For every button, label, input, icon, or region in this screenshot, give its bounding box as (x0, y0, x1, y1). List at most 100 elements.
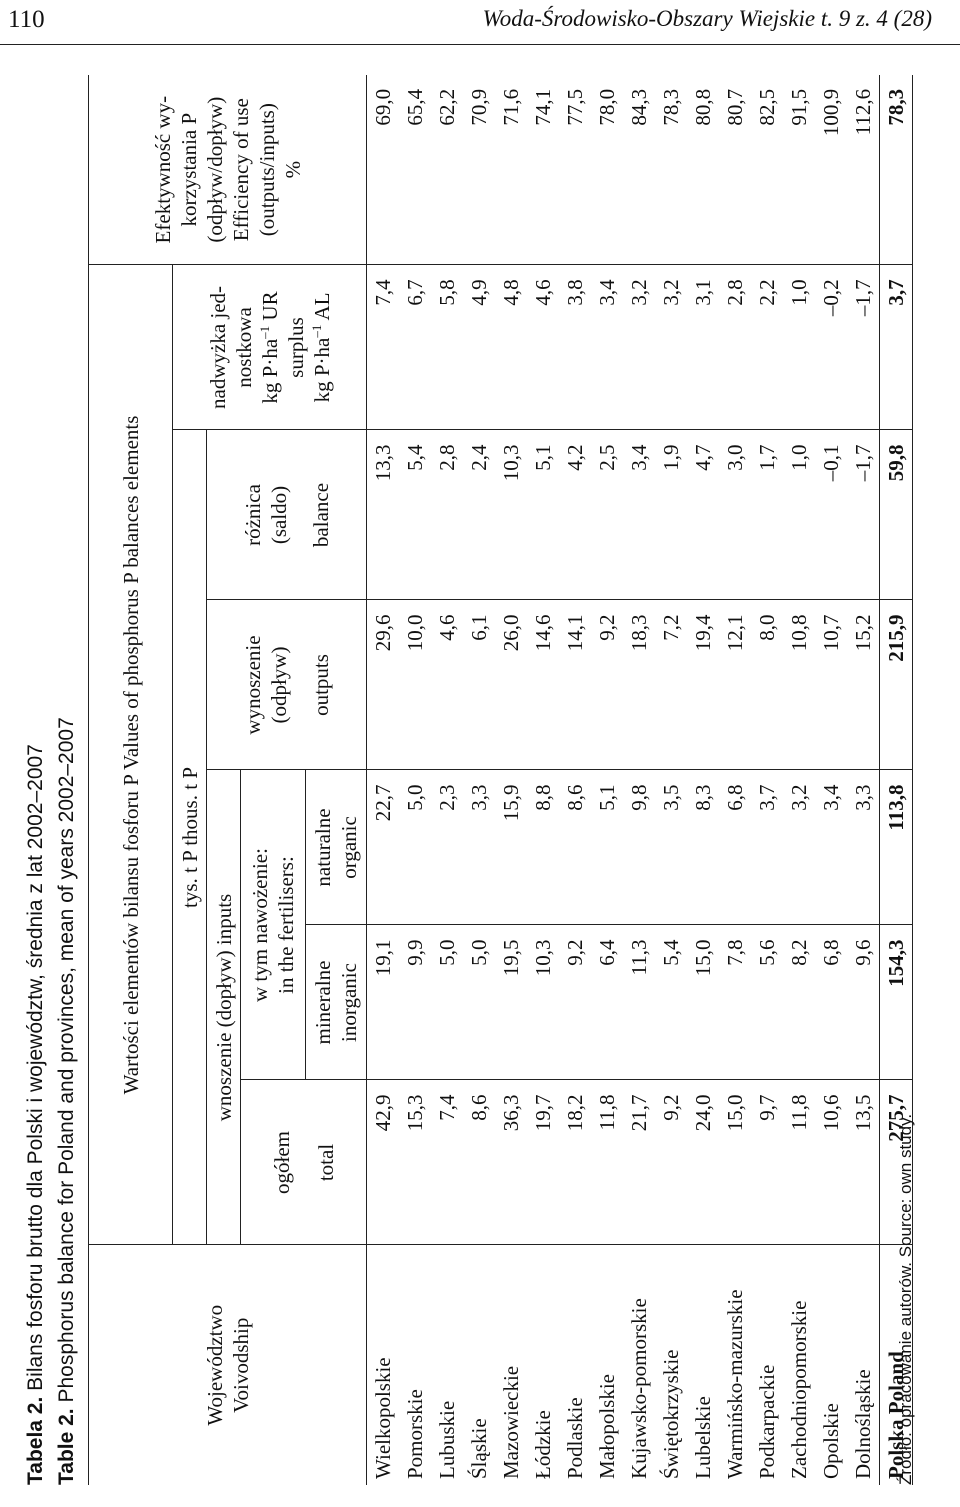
mineral-value: 6,8 (815, 925, 847, 1080)
surplus-value: 4,6 (527, 264, 559, 430)
outputs-value: 19,4 (687, 600, 719, 770)
units-header: tys. t P thous. t P (172, 430, 207, 1245)
surplus-unit-en: kg P·ha–1 AL (309, 269, 335, 425)
efficiency-value: 78,0 (591, 74, 623, 265)
efficiency-value: 69,0 (366, 74, 399, 265)
surplus-unit-en-suffix: AL (309, 292, 334, 325)
efficiency-value: 78,3 (879, 74, 913, 265)
surplus-value: 3,4 (591, 264, 623, 430)
balance-value: 4,2 (559, 430, 591, 600)
efficiency-value: 74,1 (527, 74, 559, 265)
organic-header-en: organic (337, 816, 361, 879)
total-value: 13,5 (847, 1080, 880, 1245)
voivodship-name: Łódzkie (531, 1410, 555, 1479)
voivodship-name: Dolnośląskie (851, 1369, 875, 1479)
efficiency-header-pl1: Efektywność wy- (150, 95, 175, 244)
total-value: 15,3 (399, 1080, 431, 1245)
organic-value: 3,7 (751, 770, 783, 925)
total-header-en: total (313, 1143, 338, 1182)
surplus-value: 3,2 (655, 264, 687, 430)
organic-header-pl: naturalne (311, 808, 335, 887)
table-row: Podkarpackie 9,7 5,6 3,7 8,0 1,7 2,2 82,5 (751, 74, 783, 1485)
balance-value: 3,0 (719, 430, 751, 600)
surplus-value: 1,0 (783, 264, 815, 430)
efficiency-value: 65,4 (399, 74, 431, 265)
organic-header: naturalne organic (306, 770, 366, 926)
voivodship-header-pl: Województwo (202, 1304, 227, 1426)
organic-value: 9,8 (623, 770, 655, 925)
inputs-header: wnoszenie (dopływ) inputs (206, 770, 241, 1245)
table-row: Lubuskie 7,4 5,0 2,3 4,6 2,8 5,8 62,2 (431, 74, 463, 1485)
mineral-value: 6,4 (591, 925, 623, 1080)
balance-value: –1,7 (847, 430, 880, 600)
phosphorus-balance-table: Województwo Voivodship Wartości elementó… (88, 74, 913, 1485)
surplus-unit-pl-suffix: UR (257, 291, 282, 326)
table-row: Mazowieckie 36,3 19,5 15,9 26,0 10,3 4,8 71,6 (495, 74, 527, 1485)
caption-polish: Tabela 2. Bilans fosforu brutto dla Pols… (24, 744, 48, 1485)
organic-value: 15,9 (495, 770, 527, 925)
balance-value: 13,3 (366, 430, 399, 600)
outputs-value: 12,1 (719, 600, 751, 770)
voivodship-header: Województwo Voivodship (88, 1245, 367, 1485)
organic-value: 113,8 (879, 770, 913, 925)
surplus-value: 3,8 (559, 264, 591, 430)
mineral-value: 154,3 (879, 925, 913, 1080)
balance-value: 5,1 (527, 430, 559, 600)
efficiency-value: 62,2 (431, 74, 463, 265)
surplus-value: 4,8 (495, 264, 527, 430)
caption-polish-text: Bilans fosforu brutto dla Polski i wojew… (24, 744, 47, 1397)
outputs-value: 10,8 (783, 600, 815, 770)
table-body: Wielkopolskie 42,9 19,1 22,7 29,6 13,3 7,4 69,0… (366, 74, 913, 1485)
balance-header-pl1: różnica (240, 484, 265, 546)
outputs-header-pl1: wynoszenie (240, 635, 265, 735)
organic-value: 3,2 (783, 770, 815, 925)
total-value: 21,7 (623, 1080, 655, 1245)
mineral-header: mineralne inorganic (306, 926, 366, 1080)
balance-value: 5,4 (399, 430, 431, 600)
balance-value: 2,8 (431, 430, 463, 600)
efficiency-header-en1: Efficiency of use (228, 98, 253, 242)
mineral-value: 5,6 (751, 925, 783, 1080)
total-value: 36,3 (495, 1080, 527, 1245)
mineral-value: 8,2 (783, 925, 815, 1080)
balance-value: 1,7 (751, 430, 783, 600)
efficiency-value: 80,8 (687, 74, 719, 265)
efficiency-header-unit: % (280, 160, 305, 179)
total-value: 19,7 (527, 1080, 559, 1245)
balance-value: 1,0 (783, 430, 815, 600)
efficiency-value: 91,5 (783, 74, 815, 265)
outputs-value: 18,3 (623, 600, 655, 770)
surplus-value: 7,4 (366, 264, 399, 430)
organic-value: 3,3 (463, 770, 495, 925)
organic-value: 3,5 (655, 770, 687, 925)
organic-value: 8,8 (527, 770, 559, 925)
voivodship-name: Małopolskie (595, 1374, 619, 1479)
total-value: 42,9 (366, 1080, 399, 1245)
balance-value: 4,7 (687, 430, 719, 600)
mineral-header-en: inorganic (337, 963, 361, 1042)
surplus-unit-en-base: kg P·ha (309, 337, 334, 403)
source-note: Źródło: opracowanie autorów. Source: own… (896, 1113, 915, 1485)
voivodship-name: Mazowieckie (499, 1365, 523, 1479)
voivodship-name: Warmińsko-mazurskie (723, 1289, 747, 1479)
table-row: Małopolskie 11,8 6,4 5,1 9,2 2,5 3,4 78,0 (591, 74, 623, 1485)
outputs-value: 8,0 (751, 600, 783, 770)
organic-value: 22,7 (366, 770, 399, 925)
mineral-value: 5,0 (431, 925, 463, 1080)
mineral-value: 9,6 (847, 925, 880, 1080)
table-row: Świętokrzyskie 9,2 5,4 3,5 7,2 1,9 3,2 78,3 (655, 74, 687, 1485)
surplus-unit-en-exponent: –1 (308, 324, 324, 338)
voivodship-name: Pomorskie (403, 1389, 427, 1479)
surplus-value: 3,7 (879, 264, 913, 430)
organic-value: 8,6 (559, 770, 591, 925)
balance-value: 1,9 (655, 430, 687, 600)
voivodship-name: Kujawsko-pomorskie (627, 1298, 651, 1479)
voivodship-name: Lubuskie (435, 1400, 459, 1479)
caption-english: Table 2. Phosphorus balance for Poland a… (55, 717, 79, 1485)
organic-value: 5,0 (399, 770, 431, 925)
voivodship-name: Opolskie (819, 1403, 843, 1479)
voivodship-header-en: Voivodship (228, 1317, 253, 1413)
organic-value: 3,3 (847, 770, 880, 925)
efficiency-header-pl2: korzystania P (176, 112, 201, 227)
balance-header: różnica (saldo) balance (206, 430, 367, 600)
